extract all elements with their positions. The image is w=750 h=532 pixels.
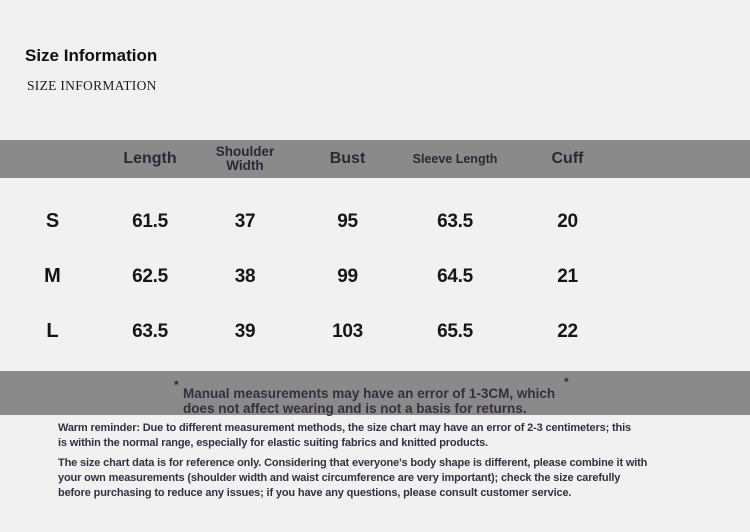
cuff-cell: 20 — [557, 210, 578, 232]
length-cell: 61.5 — [132, 210, 168, 232]
sleeve-length-cell: 64.5 — [437, 265, 473, 287]
page-subtitle: SIZE INFORMATION — [27, 78, 157, 93]
column-header-bust: Bust — [329, 150, 366, 167]
bust-cell: 103 — [332, 320, 363, 342]
measurement-error-note: * Manual measurements may have an error o… — [0, 371, 750, 416]
warm-reminder-paragraph: Warm reminder: Due to different measurem… — [58, 422, 631, 449]
measurement-error-note-text: * Manual measurements may have an error o… — [174, 371, 569, 416]
reference-only-paragraph: The size chart data is for reference onl… — [58, 457, 648, 499]
column-header-shoulder-width: Shoulder Width — [215, 144, 275, 173]
table-row-m: M 62.5 38 99 64.5 21 — [0, 249, 750, 304]
sleeve-length-cell: 63.5 — [437, 210, 473, 232]
size-table-header-row: Length Shoulder Width Bust Sleeve Length… — [0, 140, 750, 178]
sleeve-length-cell: 65.5 — [437, 320, 473, 342]
page-title: Size Information — [25, 46, 158, 65]
column-header-length: Length — [123, 150, 177, 167]
size-cell: M — [44, 265, 61, 287]
warm-reminder-section: Warm reminder: Due to different measurem… — [58, 415, 750, 501]
size-table: Length Shoulder Width Bust Sleeve Length… — [0, 140, 750, 359]
column-header-cuff: Cuff — [551, 150, 584, 167]
table-row-l: L 63.5 39 103 65.5 22 — [0, 304, 750, 359]
size-cell: S — [45, 210, 60, 232]
bust-cell: 99 — [337, 265, 358, 287]
asterisk-left: * — [174, 377, 179, 392]
shoulder-width-cell: 37 — [234, 210, 256, 232]
size-cell: L — [46, 320, 59, 342]
asterisk-right: * — [564, 374, 569, 389]
size-table-body: S 61.5 37 95 63.5 20 M 62.5 38 99 64.5 2… — [0, 178, 750, 359]
length-cell: 63.5 — [132, 320, 168, 342]
shoulder-width-cell: 38 — [234, 265, 256, 287]
length-cell: 62.5 — [132, 265, 168, 287]
bust-cell: 95 — [337, 210, 358, 232]
table-row-s: S 61.5 37 95 63.5 20 — [0, 194, 750, 249]
shoulder-width-cell: 39 — [234, 320, 256, 342]
cuff-cell: 22 — [557, 320, 578, 342]
note-text: Manual measurements may have an error of… — [183, 385, 556, 416]
column-header-sleeve-length: Sleeve Length — [412, 152, 498, 166]
cuff-cell: 21 — [557, 265, 578, 287]
